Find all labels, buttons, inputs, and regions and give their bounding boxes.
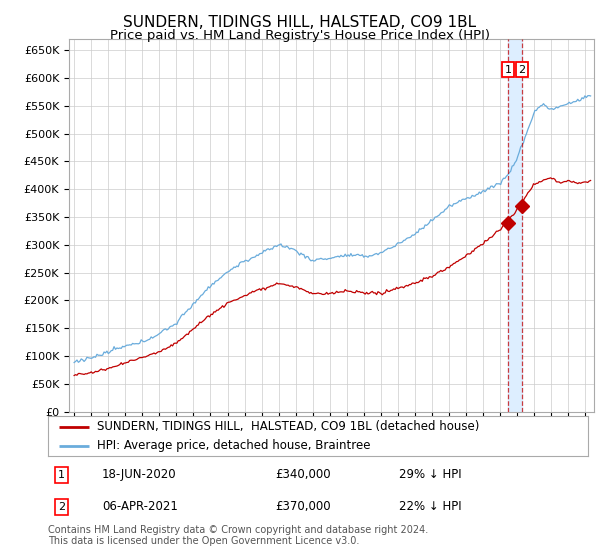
Text: SUNDERN, TIDINGS HILL,  HALSTEAD, CO9 1BL (detached house): SUNDERN, TIDINGS HILL, HALSTEAD, CO9 1BL… bbox=[97, 420, 479, 433]
Text: 1: 1 bbox=[58, 470, 65, 480]
Text: £340,000: £340,000 bbox=[275, 468, 331, 482]
Text: 2: 2 bbox=[58, 502, 65, 512]
Text: Price paid vs. HM Land Registry's House Price Index (HPI): Price paid vs. HM Land Registry's House … bbox=[110, 29, 490, 42]
Text: SUNDERN, TIDINGS HILL, HALSTEAD, CO9 1BL: SUNDERN, TIDINGS HILL, HALSTEAD, CO9 1BL bbox=[124, 15, 476, 30]
Text: £370,000: £370,000 bbox=[275, 500, 331, 514]
Text: 22% ↓ HPI: 22% ↓ HPI bbox=[399, 500, 461, 514]
Text: HPI: Average price, detached house, Braintree: HPI: Average price, detached house, Brai… bbox=[97, 440, 370, 452]
Text: 2: 2 bbox=[518, 65, 525, 75]
Text: Contains HM Land Registry data © Crown copyright and database right 2024.
This d: Contains HM Land Registry data © Crown c… bbox=[48, 525, 428, 547]
Text: 18-JUN-2020: 18-JUN-2020 bbox=[102, 468, 176, 482]
Bar bbox=[508, 39, 522, 412]
Text: 06-APR-2021: 06-APR-2021 bbox=[102, 500, 178, 514]
Text: 29% ↓ HPI: 29% ↓ HPI bbox=[399, 468, 461, 482]
Text: 1: 1 bbox=[505, 65, 512, 75]
